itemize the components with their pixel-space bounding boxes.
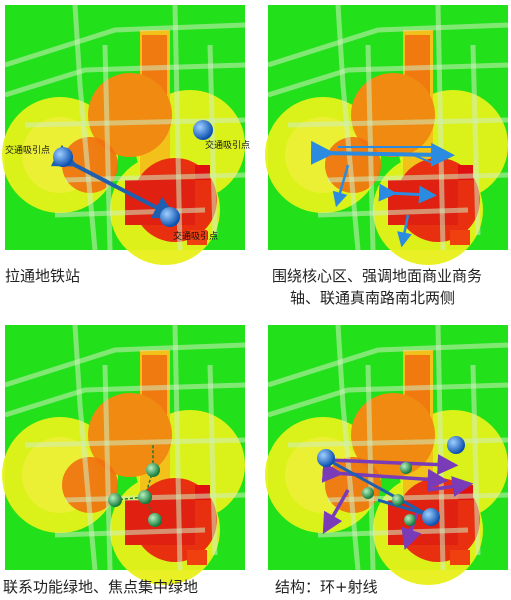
panel-2 bbox=[265, 5, 508, 265]
panel-4 bbox=[265, 325, 508, 585]
caption: 结构：环+射线 bbox=[275, 578, 378, 596]
panel-3 bbox=[2, 325, 245, 585]
attraction-label: 交通吸引点 bbox=[5, 144, 50, 156]
attraction-label: 交通吸引点 bbox=[173, 230, 218, 242]
panel-1: 交通吸引点 交通吸引点 交通吸引点 bbox=[2, 5, 250, 265]
caption: 联系功能绿地、焦点集中绿地 bbox=[3, 578, 198, 596]
caption: 轴、联通真南路南北两侧 bbox=[290, 289, 455, 307]
caption: 拉通地铁站 bbox=[5, 267, 80, 285]
attraction-label: 交通吸引点 bbox=[205, 139, 250, 151]
caption: 围绕核心区、强调地面商业商务 bbox=[272, 267, 482, 285]
